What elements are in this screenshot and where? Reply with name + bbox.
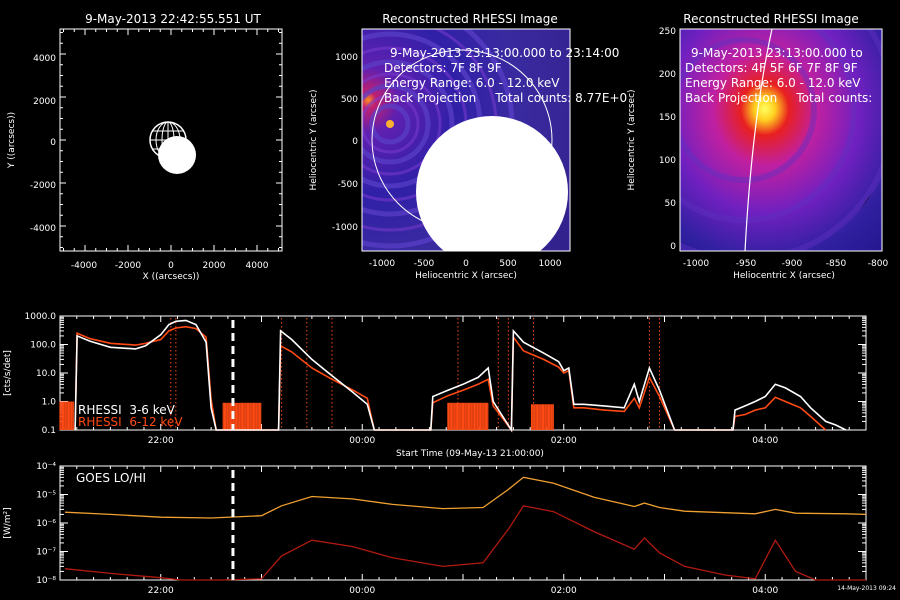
x-tick-label: 22:00 [148,436,174,446]
locator-ytick-1: -2000 [30,181,56,191]
image1-frame [361,28,571,252]
rhessi-xlabel: Start Time (09-May-13 21:00:00) [396,449,544,459]
series-line-1 [64,505,866,581]
series-line-0 [64,476,867,519]
rhessi-image-panel-2: Reconstructed RHESSI Image 9-May-2013 23… [627,12,889,281]
locator-title: 9-May-2013 22:42:55.551 UT [85,12,261,26]
goes-lightcurve-panel: 10⁻⁴ 10⁻⁵ 10⁻⁶ 10⁻⁷ 10⁻⁸ 22:00 00:00 02:00 04:00… [3,462,896,596]
image2-feature [860,193,872,210]
image1-ylabel: Heliocentric Y (arcsec) [309,89,319,190]
image1-ytick-0: 1000 [335,53,358,63]
locator-xtick-1: -2000 [115,261,141,271]
locator-xtick-2: 0 [168,261,174,271]
image1-title: Reconstructed RHESSI Image [382,12,557,26]
y-tick-label: 10.0 [36,369,56,379]
x-tick-label: 00:00 [349,586,375,596]
image1-xtick-2: 0 [463,259,469,269]
image2-ytick-0: 250 [659,27,676,37]
locator-xlabel: X ((arcsecs)) [143,272,200,282]
image1-fov-disk [416,116,568,251]
goes-ylabel: [W/m²] [3,507,13,538]
image2-ytick-5: 0 [670,242,676,252]
rhessi-lightcurve-panel: 1000.0 100.0 10.0 1.0 0.1 22:00 00:00 02:00 04:0… [3,312,867,459]
image2-xtick-1: -950 [736,259,757,269]
x-tick-label: 22:00 [148,586,174,596]
locator-xtick-4: 4000 [246,261,269,271]
image2-ytick-3: 100 [659,156,676,166]
image1-ytick-2: 0 [352,137,358,147]
goes-legend: GOES LO/HI [76,471,146,485]
y-tick-label: 10⁻⁷ [36,548,56,558]
y-tick-label: 100.0 [30,341,56,351]
locator-fov-disk [158,136,196,174]
y-tick-label: 0.1 [42,426,56,436]
goes-frame [59,465,867,581]
image1-xlabel: Heliocentric X (arcsec) [415,271,517,281]
image1-line-0: 9-May-2013 23:13:00.000 to 23:14:00 [390,46,619,60]
rhessi-ylabel: [cts/s/det] [3,350,13,396]
image2-frame [679,28,883,252]
x-tick-label: 00:00 [349,436,375,446]
series-line-1 [74,319,847,433]
image2-xtick-3: -850 [826,259,847,269]
y-tick-label: 1.0 [42,398,57,408]
rhessi-frame [59,315,867,431]
y-tick-label: 10⁻⁴ [36,462,56,472]
image1-ytick-3: -500 [338,180,359,190]
locator-ytick-3: 2000 [33,97,56,107]
rhessi-image-panel-1: Reconstructed RHESSI Image 9-May-2013 23… [309,12,627,281]
image2-xlabel: Heliocentric X (arcsec) [733,271,835,281]
locator-ylabel: Y ((arcsecs)) [7,112,17,169]
image1-xtick-4: 1000 [539,259,562,269]
image2-ytick-2: 150 [659,113,676,123]
goes-plot-layer: 10⁻⁴ 10⁻⁵ 10⁻⁶ 10⁻⁷ 10⁻⁸ 22:00 00:00 02:00 04:00 [36,462,867,596]
plot-stamp: 14-May-2013 09:24 [837,585,896,592]
image1-line-2: Energy Range: 6.0 - 12.0 keV [384,76,560,90]
image2-line-1: Detectors: 4F 5F 6F 7F 8F 9F [685,61,858,75]
locator-xtick-3: 2000 [203,261,226,271]
locator-ytick-4: 4000 [33,54,56,64]
image1-ytick-4: -1000 [332,223,358,233]
y-tick-label: 1000.0 [25,312,57,322]
y-tick-label: 10⁻⁸ [36,576,56,586]
image2-line-0: 9-May-2013 23:13:00.000 to [691,46,863,60]
image2-ytick-4: 50 [665,199,677,209]
x-tick-label: 04:00 [752,586,778,596]
image2-line-2: Energy Range: 6.0 - 12.0 keV [685,76,861,90]
image1-line-1: Detectors: 7F 8F 9F [384,61,502,75]
image1-line-3: Back Projection Total counts: 8.77E+0 [384,91,627,105]
image2-xtick-0: -1000 [683,259,709,269]
image1-ytick-1: 500 [341,95,358,105]
image2-ylabel: Heliocentric Y (arcsec) [627,89,637,190]
image1-xtick-3: 500 [499,259,516,269]
image2-ytick-1: 200 [659,70,676,80]
image2-ripples [680,29,882,251]
locator-xtick-0: -4000 [71,261,97,271]
image2-map [680,29,882,251]
rhessi-legend-high: RHESSI 6-12 keV [78,415,183,429]
locator-ytick-2: 0 [50,138,56,148]
image2-line-3: Back Projection Total counts: [685,91,872,105]
locator-ticks [60,29,282,251]
x-tick-label: 02:00 [551,586,577,596]
image1-xtick-0: -1000 [369,259,395,269]
locator-ytick-0: -4000 [30,224,56,234]
image1-source [386,120,394,128]
x-tick-label: 02:00 [551,436,577,446]
y-tick-label: 10⁻⁵ [36,491,56,501]
image2-xtick-4: -800 [868,259,889,269]
image1-xtick-1: -500 [414,259,435,269]
image2-limb [744,29,773,251]
rhessi-plot-layer: 1000.0 100.0 10.0 1.0 0.1 22:00 00:00 02:00 04:0… [25,312,867,446]
y-tick-label: 10⁻⁶ [36,519,56,529]
locator-panel: 9-May-2013 22:42:55.551 UT -4000 -2000 0… [7,12,283,282]
x-tick-label: 04:00 [752,436,778,446]
image2-title: Reconstructed RHESSI Image [683,12,858,26]
image2-xtick-2: -900 [782,259,803,269]
rhessi-legend-low: RHESSI 3-6 keV [78,403,176,417]
